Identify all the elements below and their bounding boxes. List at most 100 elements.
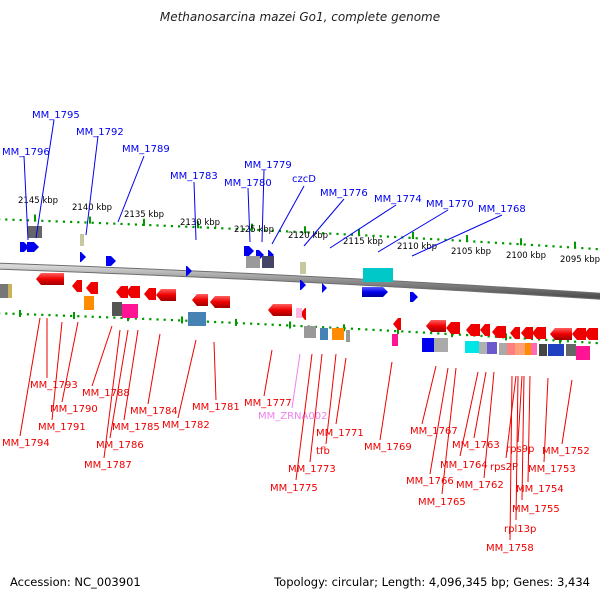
inner-tick-track bbox=[458, 333, 461, 336]
reverse-gene-label: MM_1782 bbox=[162, 420, 210, 431]
rna-gene-label: MM_ZRNA002 bbox=[258, 411, 327, 422]
forward-gene-glyph bbox=[106, 256, 116, 266]
leader-line bbox=[85, 135, 99, 236]
leader-line bbox=[213, 341, 217, 401]
outer-tick-track bbox=[149, 224, 152, 227]
inner-tick-track bbox=[26, 313, 29, 316]
reverse-gene-label: MM_1773 bbox=[288, 464, 336, 475]
cds-box bbox=[246, 256, 260, 268]
minor-tick bbox=[181, 316, 183, 324]
outer-tick-track bbox=[365, 234, 368, 237]
outer-tick-track bbox=[350, 233, 353, 236]
leader-line bbox=[271, 185, 305, 245]
inner-tick-track bbox=[77, 315, 80, 318]
inner-tick-track bbox=[487, 335, 490, 338]
inner-tick-track bbox=[509, 336, 512, 339]
forward-gene-glyph bbox=[20, 242, 29, 252]
major-tick bbox=[304, 226, 306, 234]
cds-box bbox=[332, 328, 344, 340]
reverse-gene-label: MM_1775 bbox=[270, 483, 318, 494]
outer-tick-track bbox=[70, 220, 73, 224]
scale-tick-label: 2130 kbp bbox=[180, 218, 220, 228]
reverse-gene-label: MM_1758 bbox=[486, 543, 534, 554]
inner-tick-track bbox=[588, 341, 591, 344]
leader-line bbox=[509, 375, 513, 541]
outer-tick-track bbox=[214, 226, 217, 230]
outer-tick-track bbox=[170, 224, 173, 228]
cds-box bbox=[548, 344, 564, 356]
rna-box bbox=[296, 308, 302, 318]
inner-tick-track bbox=[5, 312, 8, 315]
reverse-gene-glyph bbox=[584, 328, 598, 340]
cds-box bbox=[525, 343, 531, 355]
cds-box bbox=[262, 256, 274, 268]
major-tick bbox=[89, 216, 91, 224]
outer-tick-track bbox=[516, 242, 519, 246]
leader-line bbox=[103, 329, 121, 459]
outer-tick-track bbox=[588, 247, 591, 250]
outer-tick-track bbox=[451, 239, 454, 242]
inner-tick-track bbox=[250, 322, 253, 325]
outer-tick-track bbox=[264, 229, 267, 232]
leader-line bbox=[109, 329, 129, 439]
leader-line bbox=[411, 214, 503, 257]
outer-tick-track bbox=[379, 235, 382, 238]
reverse-gene-label: MM_1754 bbox=[516, 484, 564, 495]
major-tick bbox=[34, 214, 36, 222]
leader-line bbox=[177, 339, 197, 419]
leader-line bbox=[295, 353, 313, 481]
cds-box bbox=[434, 338, 448, 352]
inner-tick-track bbox=[408, 330, 411, 333]
forward-gene-label: MM_1779 bbox=[244, 160, 292, 171]
inner-tick-track bbox=[336, 326, 339, 330]
outer-tick-track bbox=[26, 219, 29, 222]
cds-box bbox=[363, 268, 393, 282]
outer-tick-track bbox=[552, 245, 555, 248]
forward-gene-label: MM_1792 bbox=[76, 127, 124, 138]
outer-tick-track bbox=[307, 231, 310, 234]
forward-gene-label: MM_1770 bbox=[426, 199, 474, 210]
inner-tick-track bbox=[329, 326, 332, 329]
major-tick bbox=[574, 241, 576, 249]
inner-tick-track bbox=[134, 317, 137, 320]
major-tick bbox=[143, 218, 145, 226]
outer-tick-track bbox=[206, 226, 209, 229]
cds-box bbox=[465, 341, 479, 353]
leader-line bbox=[561, 379, 573, 445]
outer-tick-track bbox=[581, 247, 584, 250]
inner-tick-track bbox=[480, 334, 483, 338]
outer-tick-track bbox=[372, 234, 375, 237]
scale-tick-label: 2095 kbp bbox=[560, 255, 600, 265]
inner-tick-track bbox=[430, 331, 433, 335]
leader-line bbox=[335, 357, 347, 425]
reverse-gene-glyph bbox=[192, 294, 208, 306]
outer-tick-track bbox=[127, 223, 130, 226]
cds-box bbox=[320, 328, 328, 340]
inner-tick-track bbox=[322, 326, 325, 329]
inner-tick-track bbox=[365, 328, 368, 331]
inner-tick-track bbox=[286, 324, 289, 327]
reverse-gene-label: MM_1781 bbox=[192, 402, 240, 413]
leader-line bbox=[377, 209, 449, 253]
page-title: Methanosarcina mazei Go1, complete genom… bbox=[159, 10, 441, 24]
outer-tick-track bbox=[322, 232, 325, 235]
leader-line bbox=[193, 181, 197, 241]
outer-tick-track bbox=[523, 243, 526, 246]
outer-tick-track bbox=[5, 218, 8, 221]
forward-gene-label: MM_1776 bbox=[320, 188, 368, 199]
outer-tick-track bbox=[98, 221, 101, 225]
inner-tick-track bbox=[437, 332, 440, 335]
inner-tick-track bbox=[257, 322, 260, 326]
inner-tick-track bbox=[156, 318, 159, 321]
inner-tick-track bbox=[415, 331, 418, 334]
outer-tick-track bbox=[415, 237, 418, 240]
leader-line bbox=[441, 367, 457, 495]
forward-gene-label: MM_1768 bbox=[478, 204, 526, 215]
inner-tick-track bbox=[422, 331, 425, 334]
reverse-gene-glyph bbox=[300, 308, 306, 320]
accession-text: Accession: NC_003901 bbox=[10, 575, 141, 589]
outer-tick-track bbox=[545, 244, 548, 247]
outer-tick-track bbox=[221, 227, 224, 230]
reverse-gene-glyph bbox=[268, 304, 292, 316]
cds-box bbox=[515, 343, 525, 355]
